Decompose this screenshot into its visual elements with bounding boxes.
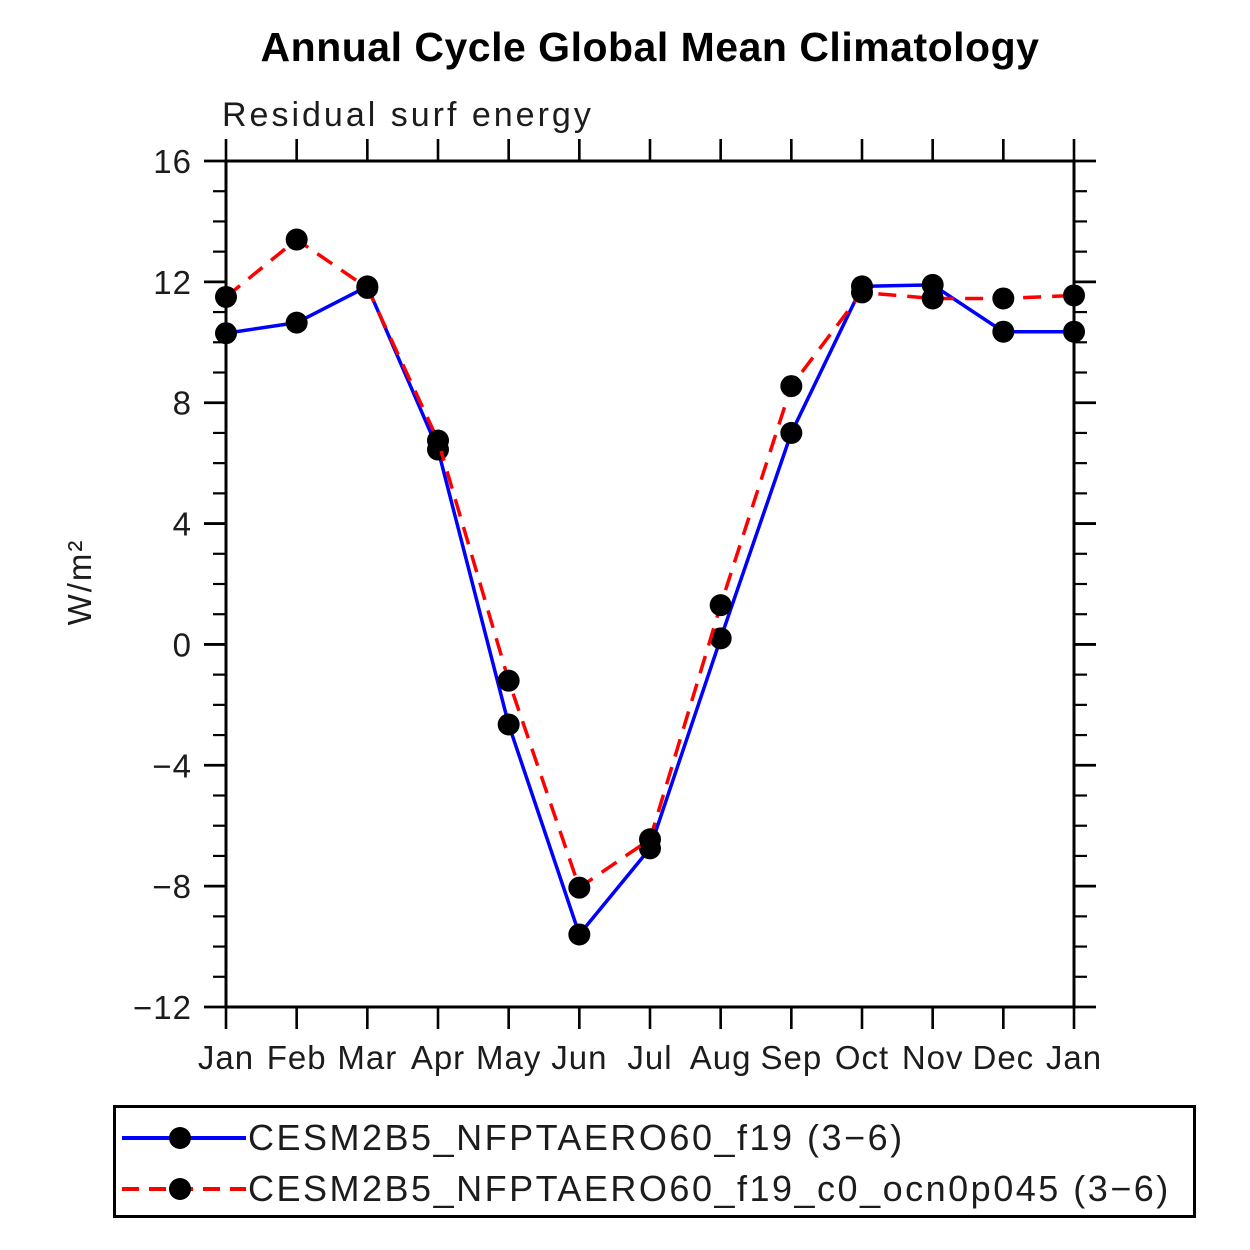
x-tick-label: Jun	[551, 1039, 607, 1076]
y-tick-label: −12	[133, 989, 192, 1026]
legend: CESM2B5_NFPTAERO60_f19 (3−6) CESM2B5_NFP…	[113, 1105, 1196, 1218]
legend-label-blue: CESM2B5_NFPTAERO60_f19 (3−6)	[248, 1117, 905, 1158]
x-tick-label: Jul	[627, 1039, 672, 1076]
data-point	[1063, 284, 1085, 307]
data-point	[709, 627, 732, 650]
x-tick-label: Jan	[1046, 1039, 1102, 1076]
legend-line-sample-blue	[122, 1127, 246, 1149]
data-point	[356, 276, 379, 299]
y-tick-label: −4	[152, 747, 192, 784]
legend-label-red: CESM2B5_NFPTAERO60_f19_c0_ocn0p045 (3−6)	[248, 1168, 1171, 1209]
x-tick-label: Apr	[411, 1039, 465, 1076]
data-point	[780, 375, 803, 398]
legend-marker-icon	[169, 1127, 191, 1149]
y-tick-label: 16	[153, 143, 192, 180]
data-point	[709, 594, 732, 617]
data-point	[992, 287, 1015, 310]
axis-frame	[224, 159, 1076, 1009]
chart-title: Annual Cycle Global Mean Climatology	[260, 24, 1040, 70]
x-axis-ticks	[224, 139, 1076, 1029]
data-point	[285, 311, 308, 334]
y-tick-labels: 16 12 8 4 0 −4 −8 −12	[133, 143, 192, 1026]
x-tick-label: Dec	[972, 1039, 1034, 1076]
y-tick-label: 0	[173, 626, 192, 663]
y-tick-label: −8	[152, 868, 192, 905]
data-point	[1063, 320, 1085, 343]
data-point	[497, 713, 520, 736]
x-tick-label: Mar	[337, 1039, 397, 1076]
data-point	[780, 421, 803, 444]
data-point	[568, 923, 591, 946]
data-point	[427, 429, 449, 452]
data-point	[215, 285, 237, 308]
y-axis-ticks	[204, 159, 1096, 1009]
x-tick-label: Aug	[690, 1039, 752, 1076]
x-tick-label: Oct	[835, 1039, 889, 1076]
data-point	[285, 228, 308, 251]
data-point	[497, 669, 520, 692]
y-tick-label: 8	[173, 385, 192, 422]
data-point	[921, 287, 944, 310]
x-tick-label: Nov	[902, 1039, 964, 1076]
y-tick-label: 4	[173, 506, 192, 543]
x-tick-labels: Jan Feb Mar Apr May Jun Jul Aug Sep Oct Nov Dec Jan	[198, 1039, 1102, 1076]
x-tick-label: Feb	[267, 1039, 327, 1076]
x-tick-label: Jan	[198, 1039, 254, 1076]
x-tick-label: Sep	[760, 1039, 822, 1076]
series-red	[215, 228, 1085, 899]
data-point	[851, 281, 873, 304]
legend-marker-icon	[169, 1178, 191, 1200]
chart-subtitle: Residual surf energy	[222, 96, 594, 134]
y-tick-label: 12	[153, 264, 192, 301]
x-tick-label: May	[476, 1039, 541, 1076]
data-point	[639, 828, 661, 851]
data-point	[568, 876, 591, 899]
legend-item-red: CESM2B5_NFPTAERO60_f19_c0_ocn0p045 (3−6)	[122, 1168, 1171, 1209]
data-point	[992, 320, 1015, 343]
legend-line-sample-red	[122, 1178, 246, 1200]
data-point	[215, 322, 237, 345]
legend-item-blue: CESM2B5_NFPTAERO60_f19 (3−6)	[122, 1117, 905, 1158]
